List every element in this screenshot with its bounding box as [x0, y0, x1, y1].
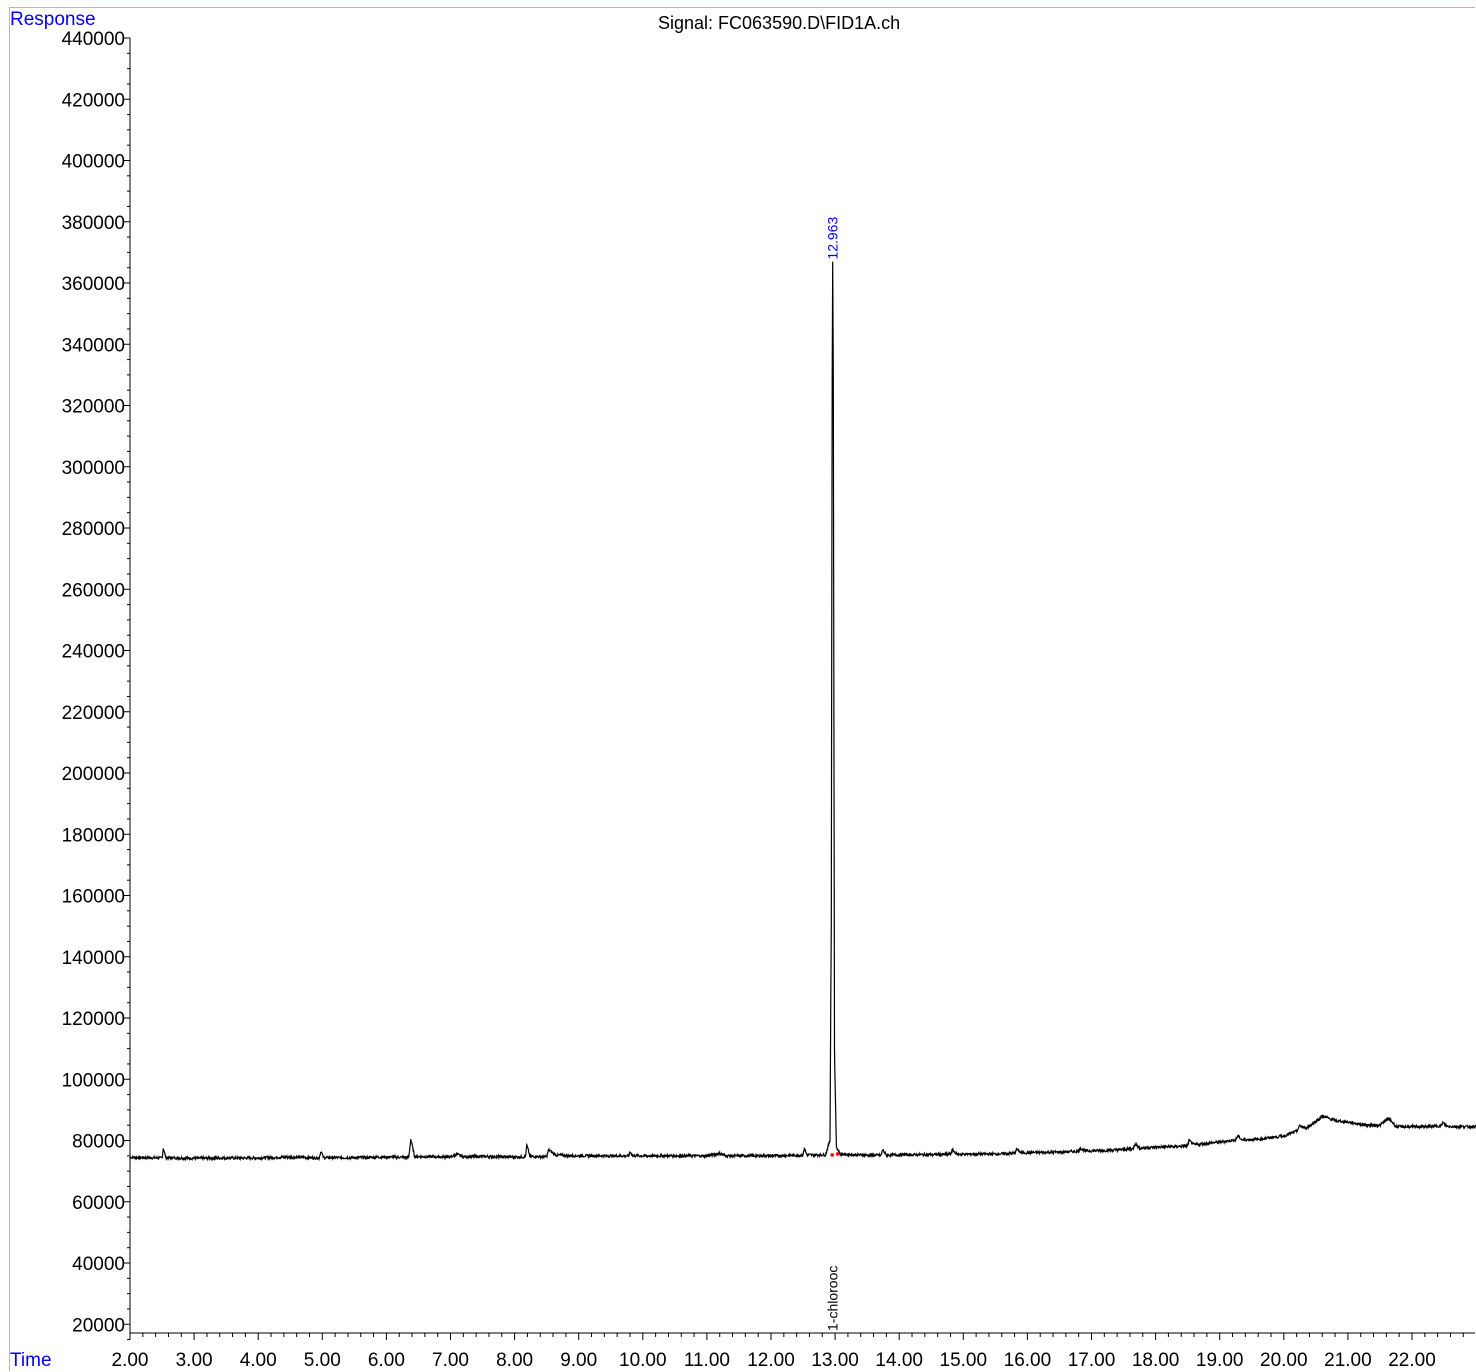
- y-tick-label: 300000: [62, 458, 125, 479]
- y-tick-label: 200000: [62, 764, 125, 785]
- x-tick-label: 17.00: [1068, 1350, 1116, 1371]
- x-tick-label: 16.00: [1004, 1350, 1052, 1371]
- x-tick: 13.00: [811, 1333, 859, 1371]
- baseline-marker: [835, 1152, 840, 1156]
- x-tick-label: 21.00: [1324, 1350, 1372, 1371]
- y-tick: 200000: [62, 764, 130, 785]
- y-tick-label: 140000: [62, 948, 125, 969]
- compound-name-label: 1-chlorooc: [825, 1266, 841, 1331]
- y-tick: 400000: [62, 152, 130, 173]
- x-tick: 10.00: [619, 1333, 667, 1371]
- x-tick: 12.00: [747, 1333, 795, 1371]
- y-tick-label: 400000: [62, 152, 125, 173]
- y-tick-label: 120000: [62, 1009, 125, 1030]
- y-tick-label: 320000: [62, 397, 125, 418]
- x-tick: 17.00: [1068, 1333, 1116, 1371]
- x-tick: 21.00: [1324, 1333, 1372, 1371]
- y-tick-label: 280000: [62, 519, 125, 540]
- y-tick: 240000: [62, 642, 130, 663]
- x-tick-label: 4.00: [240, 1350, 277, 1371]
- y-tick-label: 340000: [62, 335, 125, 356]
- y-tick: 60000: [72, 1193, 130, 1214]
- x-tick: 5.00: [304, 1333, 341, 1371]
- x-tick: 7.00: [432, 1333, 469, 1371]
- peak-retention-time-label: 12.963: [825, 217, 841, 260]
- y-tick-label: 420000: [62, 90, 125, 111]
- x-tick-label: 18.00: [1132, 1350, 1180, 1371]
- x-tick: 3.00: [176, 1333, 213, 1371]
- y-tick-label: 240000: [62, 642, 125, 663]
- y-tick: 380000: [62, 213, 130, 234]
- x-tick-label: 3.00: [176, 1350, 213, 1371]
- y-tick: 160000: [62, 887, 130, 908]
- y-tick: 300000: [62, 458, 130, 479]
- x-tick-label: 8.00: [496, 1350, 533, 1371]
- y-tick: 40000: [72, 1254, 130, 1275]
- y-tick-label: 380000: [62, 213, 125, 234]
- x-tick: 8.00: [496, 1333, 533, 1371]
- y-tick-label: 260000: [62, 580, 125, 601]
- chart-title: Signal: FC063590.D\FID1A.ch: [658, 13, 901, 33]
- x-tick: 14.00: [875, 1333, 923, 1371]
- y-tick-label: 20000: [72, 1315, 125, 1336]
- x-tick-label: 2.00: [112, 1350, 149, 1371]
- baseline-marker: [830, 1153, 835, 1157]
- y-axis-label: Response: [10, 9, 96, 30]
- y-tick: 260000: [62, 580, 130, 601]
- x-tick-label: 5.00: [304, 1350, 341, 1371]
- y-tick-label: 60000: [72, 1193, 125, 1214]
- y-tick: 280000: [62, 519, 130, 540]
- y-tick-label: 80000: [72, 1132, 125, 1153]
- chromatogram-trace: [129, 261, 1476, 1162]
- y-tick-label: 160000: [62, 887, 125, 908]
- y-tick: 420000: [62, 90, 130, 111]
- y-tick: 120000: [62, 1009, 130, 1030]
- x-tick-label: 7.00: [432, 1350, 469, 1371]
- plot-frame: [9, 7, 1475, 1371]
- x-tick-label: 10.00: [619, 1350, 667, 1371]
- y-tick: 100000: [62, 1070, 130, 1091]
- x-tick-label: 22.00: [1388, 1350, 1436, 1371]
- x-axis-label: Time: [10, 1350, 52, 1371]
- y-tick-label: 220000: [62, 703, 125, 724]
- x-tick-label: 13.00: [811, 1350, 859, 1371]
- x-tick: 16.00: [1004, 1333, 1052, 1371]
- x-tick: 11.00: [684, 1333, 730, 1371]
- y-tick-label: 440000: [62, 29, 125, 50]
- x-tick: 22.00: [1388, 1333, 1436, 1371]
- y-tick-label: 360000: [62, 274, 125, 295]
- y-tick: 340000: [62, 335, 130, 356]
- y-tick: 180000: [62, 825, 130, 846]
- x-tick-label: 6.00: [368, 1350, 405, 1371]
- y-tick: 360000: [62, 274, 130, 295]
- x-tick-label: 14.00: [875, 1350, 923, 1371]
- x-tick-label: 9.00: [560, 1350, 597, 1371]
- x-tick: 15.00: [940, 1333, 988, 1371]
- x-tick-label: 15.00: [940, 1350, 988, 1371]
- x-tick: 20.00: [1260, 1333, 1308, 1371]
- y-tick: 140000: [62, 948, 130, 969]
- y-tick: 440000: [62, 29, 130, 50]
- x-tick-label: 12.00: [747, 1350, 795, 1371]
- x-tick: 9.00: [560, 1333, 597, 1371]
- y-tick-label: 180000: [62, 825, 125, 846]
- x-tick: 18.00: [1132, 1333, 1180, 1371]
- y-tick-label: 100000: [62, 1070, 125, 1091]
- y-tick: 20000: [72, 1315, 130, 1336]
- x-tick-label: 20.00: [1260, 1350, 1308, 1371]
- y-tick-label: 40000: [72, 1254, 125, 1275]
- x-tick-label: 11.00: [684, 1350, 730, 1371]
- x-tick: 6.00: [368, 1333, 405, 1371]
- x-tick: 19.00: [1196, 1333, 1244, 1371]
- x-tick: 4.00: [240, 1333, 277, 1371]
- y-tick: 220000: [62, 703, 130, 724]
- y-tick: 80000: [72, 1132, 130, 1153]
- x-tick: 2.00: [112, 1333, 149, 1371]
- x-tick-label: 19.00: [1196, 1350, 1244, 1371]
- y-tick: 320000: [62, 397, 130, 418]
